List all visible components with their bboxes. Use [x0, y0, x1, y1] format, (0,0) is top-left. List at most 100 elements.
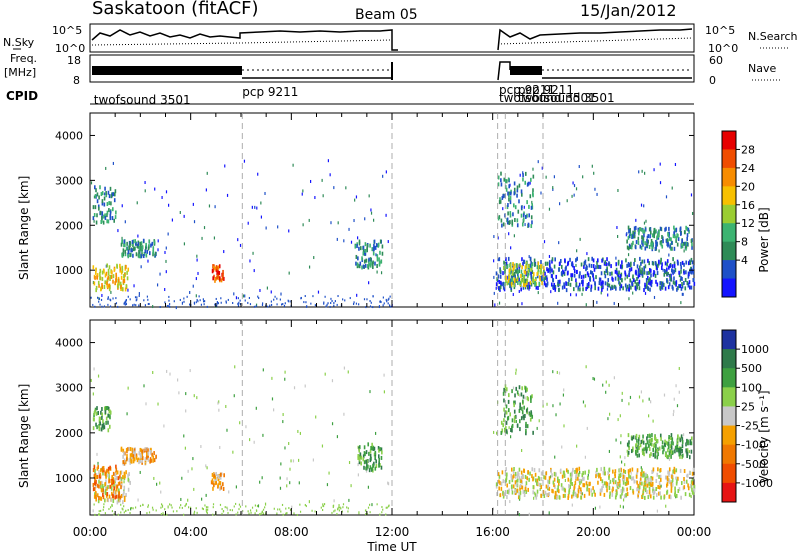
echo-cell: [121, 252, 123, 257]
echo-cell: [211, 269, 214, 274]
background-speckle: [493, 291, 495, 295]
echo-cell: [638, 279, 641, 284]
echo-cell: [530, 398, 532, 403]
echo-cell: [639, 244, 642, 249]
ground-scatter: [216, 301, 219, 304]
echo-cell: [650, 239, 653, 244]
echo-cell: [150, 243, 152, 248]
background-speckle: [576, 249, 578, 253]
echo-cell: [512, 280, 514, 285]
background-speckle: [543, 240, 546, 244]
echo-cell: [530, 224, 533, 229]
echo-cell: [527, 269, 530, 274]
background-speckle: [532, 167, 534, 171]
background-speckle: [626, 232, 628, 236]
echo-cell: [637, 270, 640, 275]
echo-cell: [636, 486, 639, 491]
echo-cell: [153, 458, 156, 463]
background-speckle: [178, 391, 180, 395]
echo-cell: [359, 246, 362, 251]
colorbar-tick-label: -100: [741, 439, 766, 452]
ground-scatter: [285, 507, 287, 510]
echo-cell: [691, 242, 693, 247]
echo-cell: [507, 489, 509, 494]
echo-cell: [686, 473, 689, 478]
echo-cell: [540, 260, 542, 265]
colorbar-frame: [721, 130, 737, 298]
echo-cell: [509, 196, 512, 201]
echo-cell: [655, 478, 658, 483]
cpid-label-item: twofsound 3501: [94, 93, 191, 107]
echo-cell: [500, 486, 503, 491]
background-speckle: [239, 421, 241, 425]
ground-scatter: [100, 509, 102, 512]
colorbar-tick-label: 100: [741, 381, 762, 394]
background-speckle: [493, 235, 495, 239]
ground-scatter: [221, 508, 223, 511]
echo-cell: [217, 270, 219, 275]
echo-cell: [521, 406, 523, 411]
echo-cell: [500, 420, 503, 425]
y-tick-label: 4000: [55, 129, 83, 142]
echo-cell: [592, 273, 594, 278]
echo-cell: [674, 492, 676, 497]
echo-cell: [113, 483, 115, 488]
background-speckle: [668, 457, 671, 461]
echo-cell: [367, 459, 369, 464]
echo-cell: [602, 285, 604, 290]
echo-cell: [152, 246, 155, 251]
echo-cell: [373, 446, 376, 451]
ground-scatter: [332, 504, 335, 507]
background-speckle: [558, 371, 561, 375]
echo-cell: [665, 238, 668, 243]
background-speckle: [259, 288, 261, 292]
echo-cell: [598, 277, 601, 282]
echo-cell: [513, 409, 516, 414]
echo-cell: [593, 267, 596, 272]
colorbar-tick-label: 12: [741, 217, 755, 230]
echo-cell: [92, 426, 95, 431]
echo-cell: [681, 437, 684, 442]
ground-scatter: [173, 300, 175, 303]
echo-cell: [572, 489, 575, 494]
echo-cell: [687, 261, 690, 266]
echo-cell: [381, 251, 384, 256]
ground-scatter: [299, 503, 301, 506]
echo-cell: [672, 257, 674, 262]
ground-scatter: [92, 303, 94, 306]
echo-cell: [577, 493, 579, 498]
echo-cell: [601, 486, 603, 491]
echo-cell: [358, 448, 361, 453]
background-speckle: [376, 270, 378, 274]
echo-cell: [674, 234, 676, 239]
echo-cell: [106, 202, 109, 207]
background-speckle: [672, 413, 674, 417]
background-speckle: [110, 290, 112, 294]
echo-cell: [355, 261, 357, 266]
echo-cell: [547, 493, 550, 498]
ground-scatter: [331, 299, 333, 302]
background-speckle: [145, 402, 147, 406]
echo-cell: [690, 436, 693, 441]
background-speckle: [531, 200, 533, 204]
echo-cell: [552, 284, 554, 289]
echo-cell: [664, 286, 667, 291]
ground-scatter: [266, 305, 269, 308]
echo-cell: [629, 486, 632, 491]
echo-cell: [380, 465, 383, 470]
ground-scatter: [214, 303, 216, 306]
background-speckle: [93, 195, 96, 199]
background-speckle: [508, 426, 510, 430]
echo-cell: [656, 271, 659, 276]
echo-cell: [132, 451, 135, 456]
echo-cell: [580, 479, 583, 484]
echo-cell: [140, 241, 143, 246]
echo-cell: [623, 494, 626, 499]
background-speckle: [284, 377, 286, 381]
echo-cell: [571, 482, 573, 487]
ground-scatter: [109, 506, 112, 509]
echo-cell: [652, 467, 655, 472]
background-speckle: [678, 366, 680, 370]
echo-cell: [505, 279, 507, 284]
echo-cell: [643, 485, 645, 490]
